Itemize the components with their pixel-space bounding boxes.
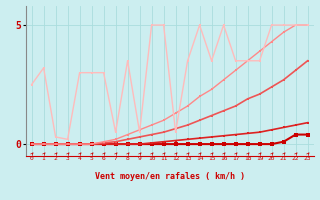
X-axis label: Vent moyen/en rafales ( km/h ): Vent moyen/en rafales ( km/h ) — [95, 172, 244, 181]
